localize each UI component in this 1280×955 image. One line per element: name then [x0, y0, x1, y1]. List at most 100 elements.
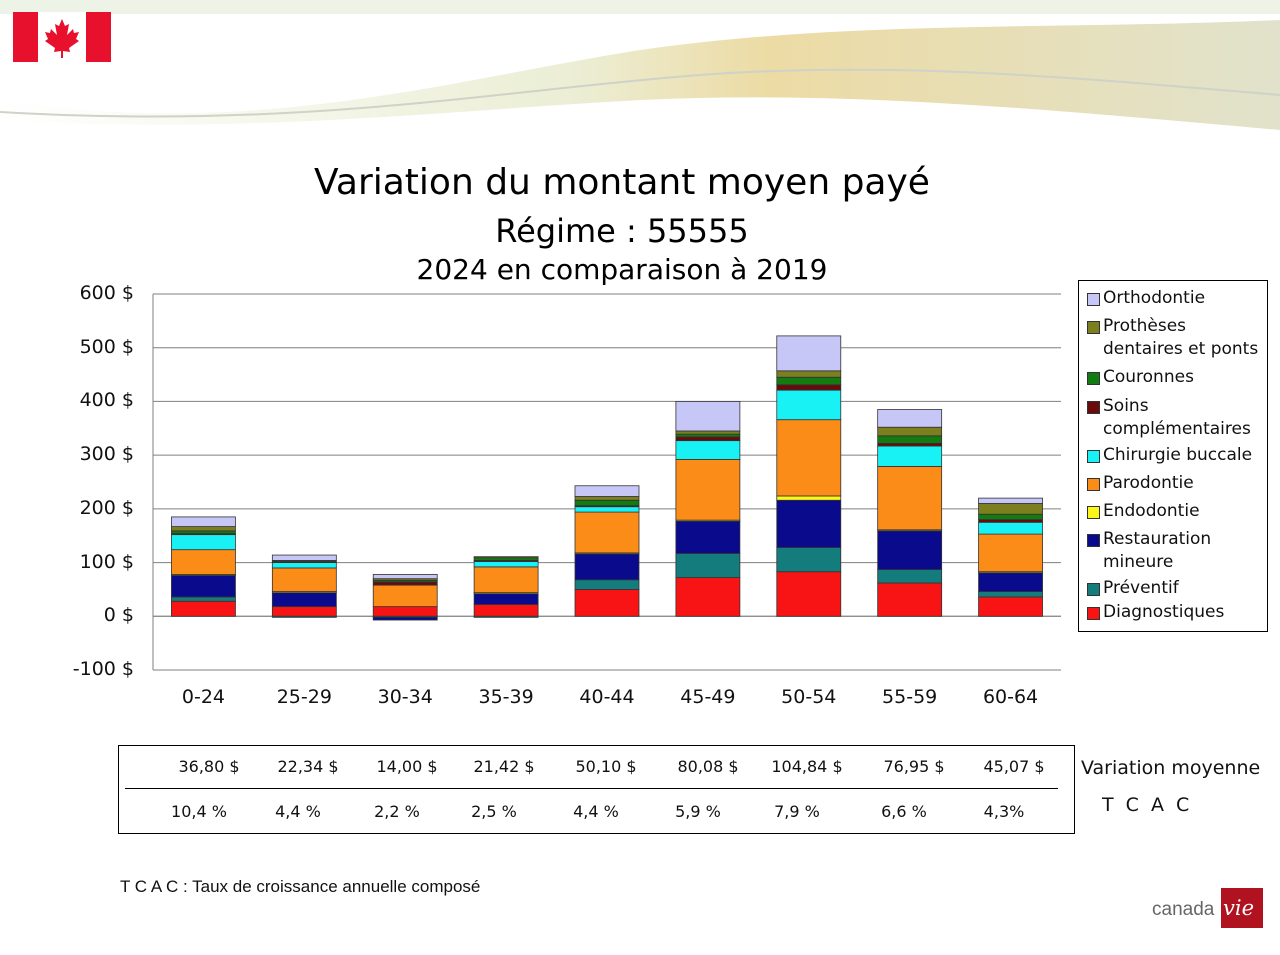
bar-segment — [372, 616, 438, 621]
legend-swatch — [1087, 321, 1100, 334]
bar-segment — [171, 516, 236, 527]
logo-mark-text: vie — [1223, 896, 1255, 920]
header-swoosh — [0, 0, 1280, 130]
bar-segment — [574, 506, 640, 513]
table-cell-variation: 21,42 $ — [473, 757, 535, 776]
legend-swatch — [1087, 583, 1100, 596]
legend-label: Préventif — [1103, 578, 1179, 598]
table-cell-variation: 80,08 $ — [677, 757, 739, 776]
chart-title: Variation du montant moyen payé — [314, 162, 930, 203]
x-tick-label: 60-64 — [982, 686, 1039, 708]
table-row-label-variation: Variation moyenne — [1081, 757, 1261, 779]
bar-segment — [574, 579, 640, 590]
x-tick-label: 50-54 — [781, 686, 837, 708]
bar-segment — [271, 567, 337, 592]
table-cell-tcac: 5,9 % — [675, 802, 721, 821]
table-cell-variation: 14,00 $ — [376, 757, 438, 776]
bar-segment — [978, 503, 1043, 515]
data-table: 36,80 $ 22,34 $ 14,00 $ 21,42 $ 50,10 $ 80,08… — [118, 745, 1075, 834]
table-cell-tcac: 2,5 % — [471, 802, 517, 821]
bar-segment — [978, 521, 1043, 535]
bar-segment — [271, 562, 337, 569]
bar-segment — [877, 530, 943, 570]
bar-segment — [271, 615, 337, 618]
bar-segment — [372, 581, 438, 586]
bar-segment — [372, 606, 438, 617]
bar-segment — [171, 575, 236, 598]
bar-segment — [776, 384, 842, 391]
y-tick-label: 600 $ — [79, 282, 134, 304]
bar-segment — [877, 569, 943, 584]
bar-segment — [978, 497, 1043, 504]
legend-label: Diagnostiques — [1103, 602, 1225, 622]
legend-swatch — [1087, 478, 1100, 491]
logo-mark: vie — [1221, 888, 1263, 928]
legend-label: Endodontie — [1103, 501, 1200, 521]
legend-label: Parodontie — [1103, 473, 1194, 493]
bar-segment — [171, 600, 236, 617]
table-cell-variation: 50,10 $ — [575, 757, 637, 776]
legend-label: Soins complémentaires — [1103, 396, 1251, 439]
chart-subtitle: Régime : 55555 — [495, 212, 749, 250]
bar-segment — [776, 389, 842, 421]
bar-segment — [877, 409, 943, 428]
bar-segment — [271, 554, 337, 561]
table-cell-variation: 76,95 $ — [883, 757, 945, 776]
bar-segment — [574, 511, 640, 554]
bar-segment — [978, 591, 1043, 598]
table-row-label-tcac: T C A C — [1102, 794, 1193, 816]
legend-label: Couronnes — [1103, 367, 1194, 387]
legend-swatch — [1087, 450, 1100, 463]
bar-segment — [171, 534, 236, 551]
bar-segment — [675, 433, 741, 438]
bar-segment — [171, 596, 236, 602]
bar-segment — [877, 426, 943, 437]
legend-swatch — [1087, 607, 1100, 620]
x-tick-label: 40-44 — [579, 686, 635, 708]
legend-swatch — [1087, 293, 1100, 306]
bar-segment — [473, 604, 539, 617]
x-tick-label: 35-39 — [478, 686, 534, 708]
bar-segment — [877, 466, 943, 531]
table-cell-variation: 22,34 $ — [277, 757, 339, 776]
y-tick-label: 500 $ — [79, 335, 134, 358]
bar-segment — [978, 533, 1043, 573]
bar-segment — [271, 606, 337, 617]
bar-segment — [877, 442, 943, 447]
bar-segment — [473, 561, 539, 568]
bar-segment — [574, 589, 640, 617]
bar-segment — [978, 513, 1043, 521]
y-tick-label: 0 $ — [103, 604, 134, 627]
x-tick-label: 25-29 — [276, 686, 332, 708]
table-cell-variation: 104,84 $ — [771, 757, 843, 776]
bar-segment — [877, 582, 943, 617]
table-cell-tcac: 4,3% — [983, 802, 1025, 821]
legend-swatch — [1087, 401, 1100, 414]
bar-segment — [776, 370, 842, 378]
y-tick-label: 100 $ — [79, 550, 134, 573]
bar-segment — [171, 526, 236, 532]
bar-segment — [473, 556, 539, 559]
legend-swatch — [1087, 534, 1100, 547]
legend-swatch — [1087, 372, 1100, 385]
legend-label: Prothèses dentaires et ponts — [1103, 316, 1259, 359]
bar-segment — [978, 596, 1043, 617]
y-tick-label: -100 $ — [72, 658, 134, 680]
legend-swatch — [1087, 506, 1100, 519]
x-tick-label: 45-49 — [680, 686, 736, 708]
bar-segment — [675, 553, 741, 579]
bar-segment — [171, 549, 236, 575]
logo-wordmark: canada — [1152, 899, 1215, 920]
bar-segment — [776, 376, 842, 386]
canada-flag-icon — [13, 12, 111, 62]
table-cell-tcac: 2,2 % — [374, 802, 420, 821]
chart-legend: Orthodontie Prothèses dentaires et ponts C… — [1078, 280, 1268, 632]
bar-segment — [877, 435, 943, 444]
bar-segment — [473, 557, 539, 561]
bar-segment — [473, 566, 539, 594]
bar-segment — [675, 401, 741, 432]
bar-segment — [675, 440, 741, 460]
bar-segment — [372, 584, 438, 608]
bar-segment — [675, 520, 741, 554]
bar-segment — [776, 571, 842, 617]
